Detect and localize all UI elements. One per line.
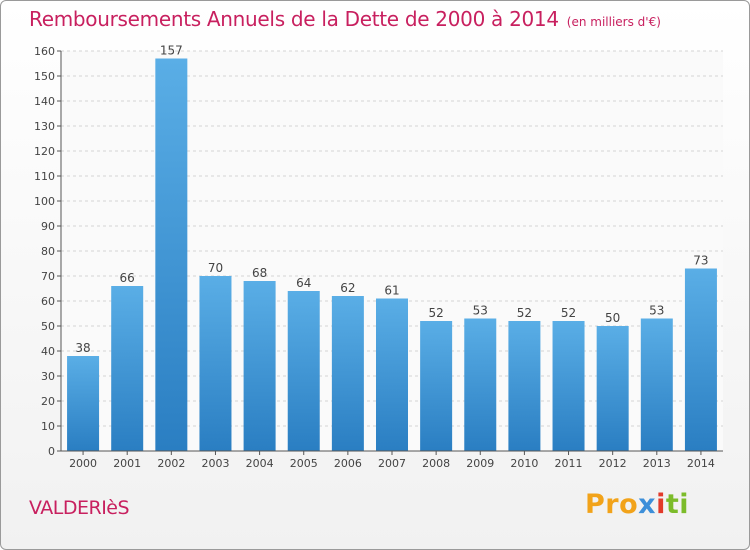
bar-2006	[331, 296, 364, 451]
y-tick-label: 40	[41, 345, 55, 358]
x-tick-label-2001: 2001	[113, 457, 141, 470]
x-tick-label-2006: 2006	[334, 457, 362, 470]
bar-2008	[420, 321, 453, 451]
y-tick-label: 20	[41, 395, 55, 408]
chart-subtitle: (en milliers d'€)	[566, 15, 661, 29]
proxiti-logo: Proxiti	[585, 489, 689, 520]
data-label-2003: 70	[208, 261, 223, 275]
data-label-2000: 38	[75, 341, 90, 355]
bar-2002	[155, 58, 188, 451]
bar-2004	[243, 281, 276, 451]
data-label-2011: 52	[561, 306, 576, 320]
x-tick-label-2010: 2010	[510, 457, 538, 470]
x-tick-label-2013: 2013	[643, 457, 671, 470]
x-tick-label-2005: 2005	[290, 457, 318, 470]
chart-title-text: Remboursements Annuels de la Dette de 20…	[29, 7, 559, 31]
data-label-2013: 53	[649, 304, 664, 318]
data-label-2014: 73	[693, 254, 708, 268]
logo-part-1: Pro	[585, 489, 639, 520]
bar-2005	[287, 291, 320, 451]
logo-part-2: x	[638, 489, 657, 520]
chart-title: Remboursements Annuels de la Dette de 20…	[29, 7, 661, 31]
y-tick-label: 140	[34, 95, 55, 108]
data-label-2007: 61	[384, 284, 399, 298]
x-tick-label-2012: 2012	[599, 457, 627, 470]
y-tick-label: 10	[41, 420, 55, 433]
y-tick-label: 160	[34, 45, 55, 58]
axis-layer: 0 10 20 30 40 50 60 70 80 90 100 110 120 130 140 150 160…	[34, 45, 723, 470]
y-tick-label: 30	[41, 370, 55, 383]
y-tick-label: 50	[41, 320, 55, 333]
bar-2001	[111, 286, 144, 451]
x-tick-label-2008: 2008	[422, 457, 450, 470]
x-tick-label-2002: 2002	[157, 457, 185, 470]
data-label-2004: 68	[252, 266, 267, 280]
y-tick-label: 120	[34, 145, 55, 158]
bar-2009	[464, 318, 497, 451]
bar-2012	[596, 326, 629, 451]
data-label-2001: 66	[120, 271, 135, 285]
data-label-2005: 64	[296, 276, 311, 290]
y-tick-label: 100	[34, 195, 55, 208]
bar-layer: 38 66 157 70 68 64 62 61 52 53 52 52 50 53 73	[67, 44, 717, 451]
y-tick-label: 70	[41, 270, 55, 283]
y-tick-label: 60	[41, 295, 55, 308]
bar-2011	[552, 321, 585, 451]
data-label-2012: 50	[605, 311, 620, 325]
bar-2000	[67, 356, 100, 451]
x-tick-label-2003: 2003	[201, 457, 229, 470]
y-tick-label: 80	[41, 245, 55, 258]
data-label-2010: 52	[517, 306, 532, 320]
x-tick-label-2007: 2007	[378, 457, 406, 470]
bar-2014	[684, 268, 717, 451]
bar-2003	[199, 276, 232, 451]
x-tick-label-2014: 2014	[687, 457, 715, 470]
x-tick-label-2000: 2000	[69, 457, 97, 470]
x-tick-label-2004: 2004	[246, 457, 274, 470]
commune-name: VALDERIèS	[29, 497, 130, 519]
bar-2007	[376, 298, 408, 451]
data-label-2008: 52	[428, 306, 443, 320]
y-tick-label: 130	[34, 120, 55, 133]
logo-part-3: i	[656, 489, 666, 520]
data-label-2009: 53	[473, 304, 488, 318]
bar-2010	[508, 321, 541, 451]
logo-part-4: ti	[665, 489, 690, 520]
x-tick-label-2009: 2009	[466, 457, 494, 470]
x-tick-label-2011: 2011	[555, 457, 583, 470]
y-tick-label: 90	[41, 220, 55, 233]
bar-2013	[640, 318, 673, 451]
data-label-2006: 62	[340, 281, 355, 295]
data-label-2002: 157	[160, 44, 183, 58]
y-tick-label: 150	[34, 70, 55, 83]
y-tick-label: 110	[34, 170, 55, 183]
y-tick-label: 0	[48, 445, 55, 458]
